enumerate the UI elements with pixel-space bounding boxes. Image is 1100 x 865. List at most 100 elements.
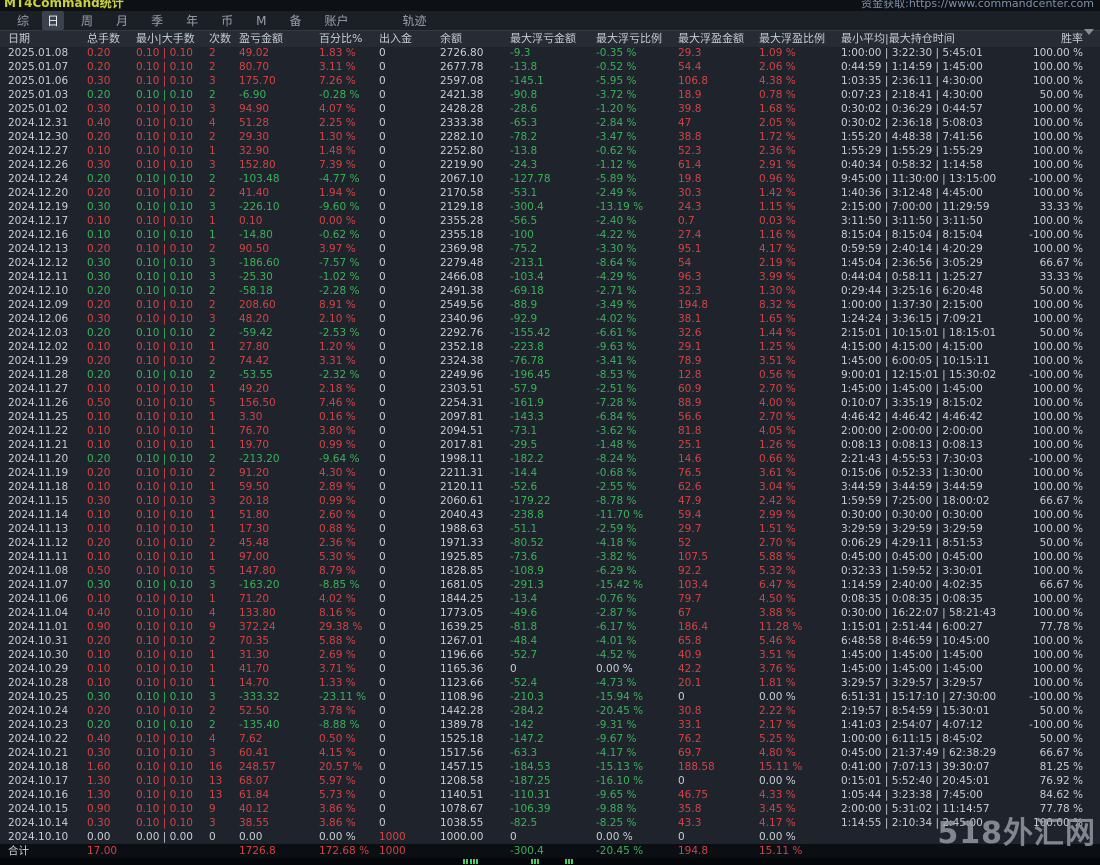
table-row[interactable]: 2024.11.18 0.10 0.10 | 0.10 1 59.50 2.89 % 0 21… bbox=[0, 480, 1100, 494]
tab-track[interactable]: 轨迹 bbox=[402, 14, 427, 28]
table-row[interactable]: 2024.10.25 0.30 0.10 | 0.10 3 -333.32 -23.11 … bbox=[0, 690, 1100, 704]
table-row[interactable]: 2024.12.11 0.30 0.10 | 0.10 3 -25.30 -1.02 % 0… bbox=[0, 270, 1100, 284]
column-header-bal[interactable]: 余额 bbox=[440, 32, 462, 45]
table-row[interactable]: 2024.10.31 0.20 0.10 | 0.10 2 70.35 5.88 % 0 12… bbox=[0, 634, 1100, 648]
table-row[interactable]: 2024.10.18 1.60 0.10 | 0.10 16 248.57 20.57 %… bbox=[0, 760, 1100, 774]
column-header-flp[interactable]: 最大浮亏比例 bbox=[596, 32, 662, 45]
tab-M[interactable]: M bbox=[256, 13, 267, 28]
table-row[interactable]: 2024.11.06 0.10 0.10 | 0.10 1 71.20 4.02 % 0 18… bbox=[0, 592, 1100, 606]
table-row[interactable]: 2024.12.09 0.20 0.10 | 0.10 2 208.60 8.91 % 0 2… bbox=[0, 298, 1100, 312]
table-row[interactable]: 2024.11.07 0.30 0.10 | 0.10 3 -163.20 -8.85 %… bbox=[0, 578, 1100, 592]
table-row[interactable]: 2024.12.03 0.20 0.10 | 0.10 2 -59.42 -2.53 % 0… bbox=[0, 326, 1100, 340]
table-row[interactable]: 2024.11.28 0.20 0.10 | 0.10 2 -53.55 -2.32 % 0… bbox=[0, 368, 1100, 382]
table-row[interactable]: 2024.10.14 0.30 0.10 | 0.10 3 38.55 3.86 % 0 10… bbox=[0, 816, 1100, 830]
table-row[interactable]: 2024.11.27 0.10 0.10 | 0.10 1 49.20 2.18 % 0 23… bbox=[0, 382, 1100, 396]
cell-win: 100.00 % bbox=[1032, 117, 1083, 129]
tab-月[interactable]: 月 bbox=[116, 14, 129, 28]
cell-pct: 0.50 % bbox=[319, 733, 356, 745]
table-row[interactable]: 2025.01.02 0.30 0.10 | 0.10 3 94.90 4.07 % 0 24… bbox=[0, 102, 1100, 116]
cell-pl: 51.80 bbox=[239, 509, 270, 521]
table-row[interactable]: 2024.11.20 0.20 0.10 | 0.10 2 -213.20 -9.64 %… bbox=[0, 452, 1100, 466]
cell-count: 2 bbox=[209, 187, 216, 199]
table-row[interactable]: 2024.11.13 0.10 0.10 | 0.10 1 17.30 0.88 % 0 19… bbox=[0, 522, 1100, 536]
column-header-pct[interactable]: 百分比% bbox=[319, 32, 363, 45]
column-header-date[interactable]: 日期 bbox=[8, 32, 30, 45]
table-row[interactable]: 2025.01.07 0.20 0.10 | 0.10 2 80.70 3.11 % 0 26… bbox=[0, 60, 1100, 74]
table-row[interactable]: 2024.11.22 0.10 0.10 | 0.10 1 76.70 3.80 % 0 20… bbox=[0, 424, 1100, 438]
tab-备[interactable]: 备 bbox=[289, 14, 302, 28]
table-row[interactable]: 2024.10.22 0.40 0.10 | 0.10 4 7.62 0.50 % 0 152… bbox=[0, 732, 1100, 746]
dropdown-arrow-icon[interactable] bbox=[1084, 29, 1094, 35]
table-row[interactable]: 2024.10.30 0.10 0.10 | 0.10 1 31.30 2.69 % 0 11… bbox=[0, 648, 1100, 662]
column-header-time[interactable]: 最小平均|最大持仓时间 bbox=[841, 32, 955, 45]
table-row[interactable]: 2024.10.16 1.30 0.10 | 0.10 13 61.84 5.73 % 0 1… bbox=[0, 788, 1100, 802]
column-header-dep[interactable]: 出入金 bbox=[379, 32, 412, 45]
table-row[interactable]: 2024.12.27 0.10 0.10 | 0.10 1 32.90 1.48 % 0 22… bbox=[0, 144, 1100, 158]
table-row[interactable]: 2024.11.29 0.20 0.10 | 0.10 2 74.42 3.31 % 0 23… bbox=[0, 354, 1100, 368]
table-row[interactable]: 2024.11.11 0.10 0.10 | 0.10 1 97.00 5.30 % 0 19… bbox=[0, 550, 1100, 564]
table-row[interactable]: 2024.10.23 0.20 0.10 | 0.10 2 -135.40 -8.88 %… bbox=[0, 718, 1100, 732]
column-header-pl[interactable]: 盈亏金额 bbox=[239, 32, 283, 45]
table-row[interactable]: 2024.12.10 0.20 0.10 | 0.10 2 -58.18 -2.28 % 0… bbox=[0, 284, 1100, 298]
cell-fla: -127.78 bbox=[510, 173, 551, 185]
column-header-lots[interactable]: 总手数 bbox=[87, 32, 120, 45]
table-row[interactable]: 2024.12.19 0.30 0.10 | 0.10 3 -226.10 -9.60 %… bbox=[0, 200, 1100, 214]
cell-date: 2024.12.31 bbox=[8, 117, 69, 129]
column-header-minmax[interactable]: 最小|大手数 bbox=[136, 32, 195, 45]
table-row[interactable]: 2024.11.01 0.90 0.10 | 0.10 9 372.24 29.38 % 0… bbox=[0, 620, 1100, 634]
cell-lots: 0.30 bbox=[87, 495, 111, 507]
tab-日[interactable]: 日 bbox=[42, 11, 65, 30]
cell-pl: 61.84 bbox=[239, 789, 270, 801]
table-row[interactable]: 2025.01.08 0.20 0.10 | 0.10 2 49.02 1.83 % 0 27… bbox=[0, 46, 1100, 60]
table-row[interactable]: 2024.11.12 0.20 0.10 | 0.10 2 45.48 2.36 % 0 19… bbox=[0, 536, 1100, 550]
table-row[interactable]: 2024.10.28 0.10 0.10 | 0.10 1 14.70 1.33 % 0 11… bbox=[0, 676, 1100, 690]
cell-flp: -13.19 % bbox=[596, 201, 644, 213]
table-row[interactable]: 2024.12.12 0.30 0.10 | 0.10 3 -186.60 -7.57 %… bbox=[0, 256, 1100, 270]
cell-count: 1 bbox=[209, 383, 216, 395]
table-row[interactable]: 2024.12.31 0.40 0.10 | 0.10 4 51.28 2.25 % 0 23… bbox=[0, 116, 1100, 130]
cell-date: 2024.11.20 bbox=[8, 453, 69, 465]
table-row[interactable]: 2024.12.24 0.20 0.10 | 0.10 2 -103.48 -4.77 %… bbox=[0, 172, 1100, 186]
tab-账户[interactable]: 账户 bbox=[324, 14, 349, 28]
column-header-fpa[interactable]: 最大浮盈金额 bbox=[678, 32, 744, 45]
table-row[interactable]: 2024.12.06 0.30 0.10 | 0.10 3 48.20 2.10 % 0 23… bbox=[0, 312, 1100, 326]
column-header-fpp[interactable]: 最大浮盈比例 bbox=[759, 32, 825, 45]
table-row[interactable]: 2024.12.02 0.10 0.10 | 0.10 1 27.80 1.20 % 0 23… bbox=[0, 340, 1100, 354]
table-row[interactable]: 2025.01.06 0.30 0.10 | 0.10 3 175.70 7.26 % 0 2… bbox=[0, 74, 1100, 88]
table-row[interactable]: 2024.10.17 1.30 0.10 | 0.10 13 68.07 5.97 % 0 1… bbox=[0, 774, 1100, 788]
table-row[interactable]: 2024.12.30 0.20 0.10 | 0.10 2 29.30 1.30 % 0 22… bbox=[0, 130, 1100, 144]
tab-综[interactable]: 综 bbox=[17, 14, 30, 28]
tab-币[interactable]: 币 bbox=[221, 14, 234, 28]
column-header-win[interactable]: 胜率 bbox=[1061, 32, 1083, 45]
cell-pl: 7.62 bbox=[239, 733, 263, 745]
tab-年[interactable]: 年 bbox=[186, 14, 199, 28]
tab-周[interactable]: 周 bbox=[81, 14, 94, 28]
table-row[interactable]: 2024.11.14 0.10 0.10 | 0.10 1 51.80 2.60 % 0 20… bbox=[0, 508, 1100, 522]
cell-win: 100.00 % bbox=[1032, 411, 1083, 423]
table-row[interactable]: 2024.12.20 0.20 0.10 | 0.10 2 41.40 1.94 % 0 21… bbox=[0, 186, 1100, 200]
tab-季[interactable]: 季 bbox=[151, 14, 164, 28]
table-row[interactable]: 2024.11.15 0.30 0.10 | 0.10 3 20.18 0.99 % 0 20… bbox=[0, 494, 1100, 508]
table-row[interactable]: 2024.10.21 0.30 0.10 | 0.10 3 60.41 4.15 % 0 15… bbox=[0, 746, 1100, 760]
table-row[interactable]: 2024.12.26 0.30 0.10 | 0.10 3 152.80 7.39 % 0 2… bbox=[0, 158, 1100, 172]
table-row[interactable]: 2025.01.03 0.20 0.10 | 0.10 2 -6.90 -0.28 % 0 2… bbox=[0, 88, 1100, 102]
table-row[interactable]: 2024.12.13 0.20 0.10 | 0.10 2 90.50 3.97 % 0 23… bbox=[0, 242, 1100, 256]
table-row[interactable]: 2024.11.25 0.10 0.10 | 0.10 1 3.30 0.16 % 0 209… bbox=[0, 410, 1100, 424]
table-row[interactable]: 2024.11.19 0.20 0.10 | 0.10 2 91.20 4.30 % 0 22… bbox=[0, 466, 1100, 480]
table-row[interactable]: 2024.12.17 0.10 0.10 | 0.10 1 0.10 0.00 % 0 235… bbox=[0, 214, 1100, 228]
table-row[interactable]: 2024.10.24 0.20 0.10 | 0.10 2 52.50 3.78 % 0 14… bbox=[0, 704, 1100, 718]
column-header-count[interactable]: 次数 bbox=[209, 32, 231, 45]
cell-win: 100.00 % bbox=[1032, 551, 1083, 563]
table-row[interactable]: 2024.11.04 0.40 0.10 | 0.10 4 133.80 8.16 % 0 1… bbox=[0, 606, 1100, 620]
table-row[interactable]: 2024.10.29 0.10 0.10 | 0.10 1 41.70 3.71 % 0 11… bbox=[0, 662, 1100, 676]
table-row[interactable]: 2024.11.21 0.10 0.10 | 0.10 1 19.70 0.99 % 0 20… bbox=[0, 438, 1100, 452]
table-row[interactable]: 2024.11.08 0.50 0.10 | 0.10 5 147.80 8.79 % 0 1… bbox=[0, 564, 1100, 578]
table-row[interactable]: 2024.12.16 0.10 0.10 | 0.10 1 -14.80 -0.62 % 0… bbox=[0, 228, 1100, 242]
data-source-link[interactable]: 资金获取:https://www.commandcenter.com bbox=[861, 0, 1094, 10]
column-header-fla[interactable]: 最大浮亏金额 bbox=[510, 32, 576, 45]
table-row[interactable]: 2024.10.15 0.90 0.10 | 0.10 9 40.12 3.86 % 0 10… bbox=[0, 802, 1100, 816]
table-row[interactable]: 2024.11.26 0.50 0.10 | 0.10 5 156.50 7.46 % 0 2… bbox=[0, 396, 1100, 410]
table-row[interactable]: 2024.10.10 0.00 0.00 | 0.00 0 0.00 0.00 % 1000… bbox=[0, 830, 1100, 844]
cell-fpa: 52 bbox=[678, 537, 692, 549]
cell-dep: 0 bbox=[379, 397, 386, 409]
